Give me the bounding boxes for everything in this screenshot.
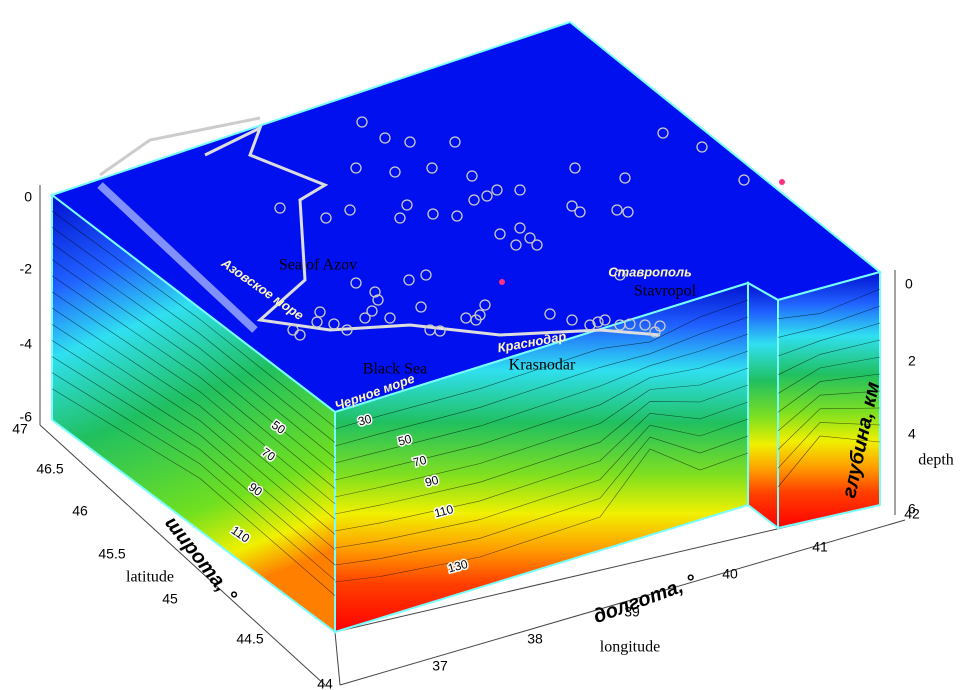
tick-label: 45 <box>162 591 178 607</box>
tick-label: 0 <box>24 189 32 205</box>
tick-label: 44 <box>317 676 333 690</box>
tick-label: 38 <box>527 631 543 647</box>
axis-label: depth <box>918 452 954 469</box>
tick-label: 4 <box>908 426 916 442</box>
map-label: Krasnodar <box>509 357 576 374</box>
tick-label: 0 <box>905 276 913 292</box>
tick-label: 2 <box>908 353 916 369</box>
tick-label: 45.5 <box>98 546 125 562</box>
tick-label: -4 <box>20 336 33 352</box>
tick-label: 47 <box>12 421 28 437</box>
tick-label: 41 <box>812 539 828 555</box>
city-dot <box>779 179 785 185</box>
map-label: Black Sea <box>363 361 427 378</box>
tick-label: 37 <box>432 658 448 674</box>
city-dot <box>499 279 505 285</box>
tick-label: 46.5 <box>36 461 63 477</box>
tick-label: 40 <box>722 566 738 582</box>
map-label: Sea of Azov <box>279 257 357 274</box>
block-diagram: Азовское море Sea of Azov Ставрополь Sta… <box>0 0 962 690</box>
notch-face <box>748 283 778 528</box>
tick-label: 6 <box>908 501 916 517</box>
axis-title: долгота, ° <box>591 570 700 628</box>
tick-label: -2 <box>20 261 33 277</box>
map-label: Ставрополь <box>608 264 692 279</box>
tick-label: 46 <box>72 503 88 519</box>
tick-label: 44.5 <box>236 631 263 647</box>
page: Азовское море Sea of Azov Ставрополь Sta… <box>0 0 962 690</box>
map-label: Stavropol <box>634 283 697 300</box>
tick-label: 39 <box>624 604 640 620</box>
axis-label: latitude <box>126 569 174 586</box>
axis-label: longitude <box>600 639 660 656</box>
